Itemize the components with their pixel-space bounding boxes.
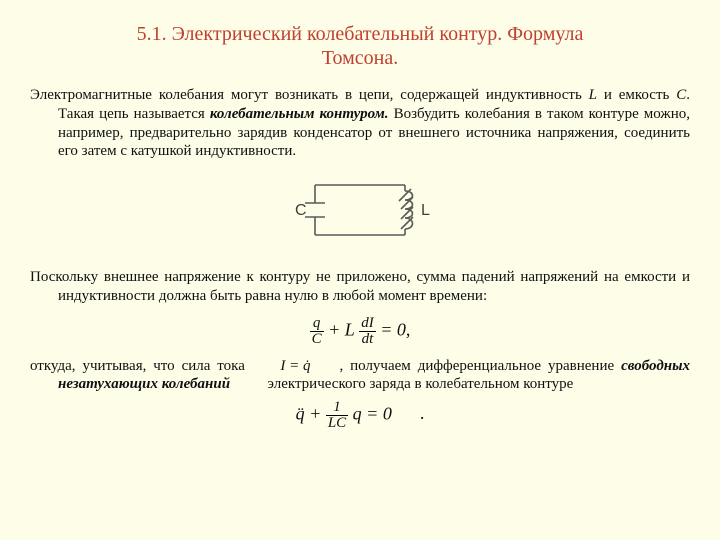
p2-text: Поскольку внешнее напряжение к контуру н… [30,268,690,306]
eq2-qdd: q̈ [296,404,305,424]
lc-circuit-diagram: C L [30,171,690,254]
p1-t2: и емкость [597,87,676,103]
equation-kirchhoff: q C + L dI dt = 0, [30,316,690,347]
diagram-label-l: L [421,202,430,219]
inline-eq-current: I = q̇ [279,357,339,376]
eq2-rhs: = 0 [362,404,392,424]
p3-t1: откуда, учитывая, что сила тока [30,358,252,374]
eq1-frac2: dI dt [359,316,376,347]
eq2-plus: + [305,404,326,424]
eq2-q: q [348,404,362,424]
page-title: 5.1. Электрический колебательный контур.… [30,22,690,70]
title-line1: 5.1. Электрический колебательный контур.… [137,23,584,45]
p1-t1: Электромагнитные колебания могут возника… [30,87,589,103]
eq2-dot: . [420,403,425,423]
p3-t2: , получаем дифференциальное уравнение [339,358,621,374]
term-oscillatory-circuit: колебательным контуром. [210,106,389,122]
p3-t3: электрического заряда в колебательном ко… [264,376,574,392]
equation-differential: q̈ + 1 LC q = 0 . [30,400,690,431]
eq1-rhs: = 0 [376,319,406,339]
paragraph-3: откуда, учитывая, что сила тока I = q̇, … [30,357,690,395]
intro-paragraph: Электромагнитные колебания могут возника… [30,86,690,161]
title-line2: Томсона. [322,47,398,69]
eq1-frac1: q C [310,316,324,347]
symbol-L: L [589,87,597,103]
eq1-comma: , [406,319,411,339]
eq1-plus: + [324,319,345,339]
symbol-C: C [676,87,686,103]
eq2-frac: 1 LC [326,400,348,431]
diagram-label-c: C [295,202,307,219]
eq1-L: L [345,319,355,339]
paragraph-2: Поскольку внешнее напряжение к контуру н… [30,268,690,306]
